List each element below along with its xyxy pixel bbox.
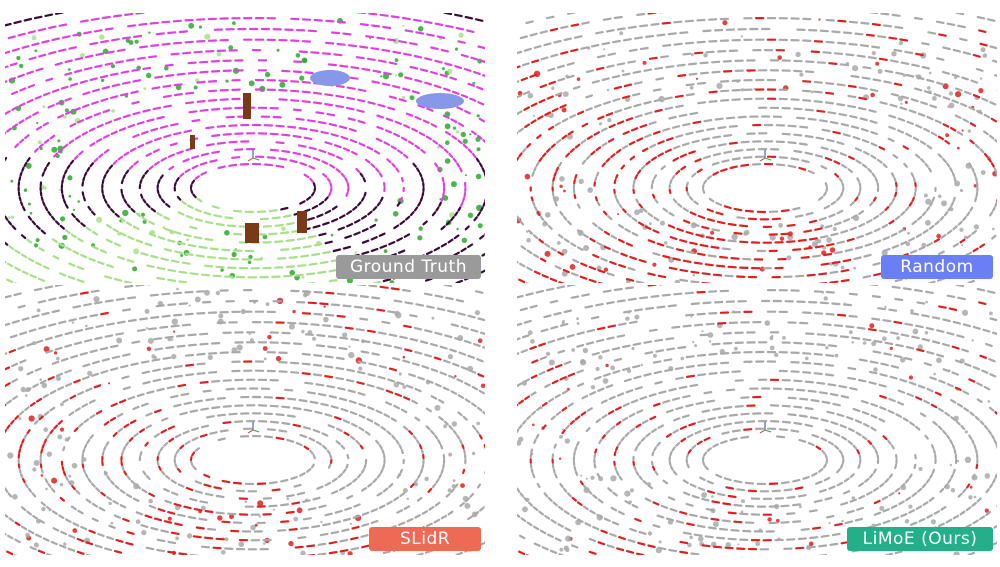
point-cloud-panel-random: Random	[517, 13, 997, 283]
panel-label-badge: Ground Truth	[335, 255, 481, 279]
panel-label-badge: Random	[881, 255, 993, 279]
point-cloud-panel-slidr: SLidR	[5, 285, 485, 555]
panel-label-badge: SLidR	[369, 527, 481, 551]
point-cloud-image	[5, 285, 485, 555]
point-cloud-panel-ground-truth: Ground Truth	[5, 13, 485, 283]
point-cloud-image	[5, 13, 485, 283]
point-cloud-image	[517, 285, 997, 555]
point-cloud-image	[517, 13, 997, 283]
panel-label-badge: LiMoE (Ours)	[847, 527, 993, 551]
point-cloud-panel-limoe: LiMoE (Ours)	[517, 285, 997, 555]
